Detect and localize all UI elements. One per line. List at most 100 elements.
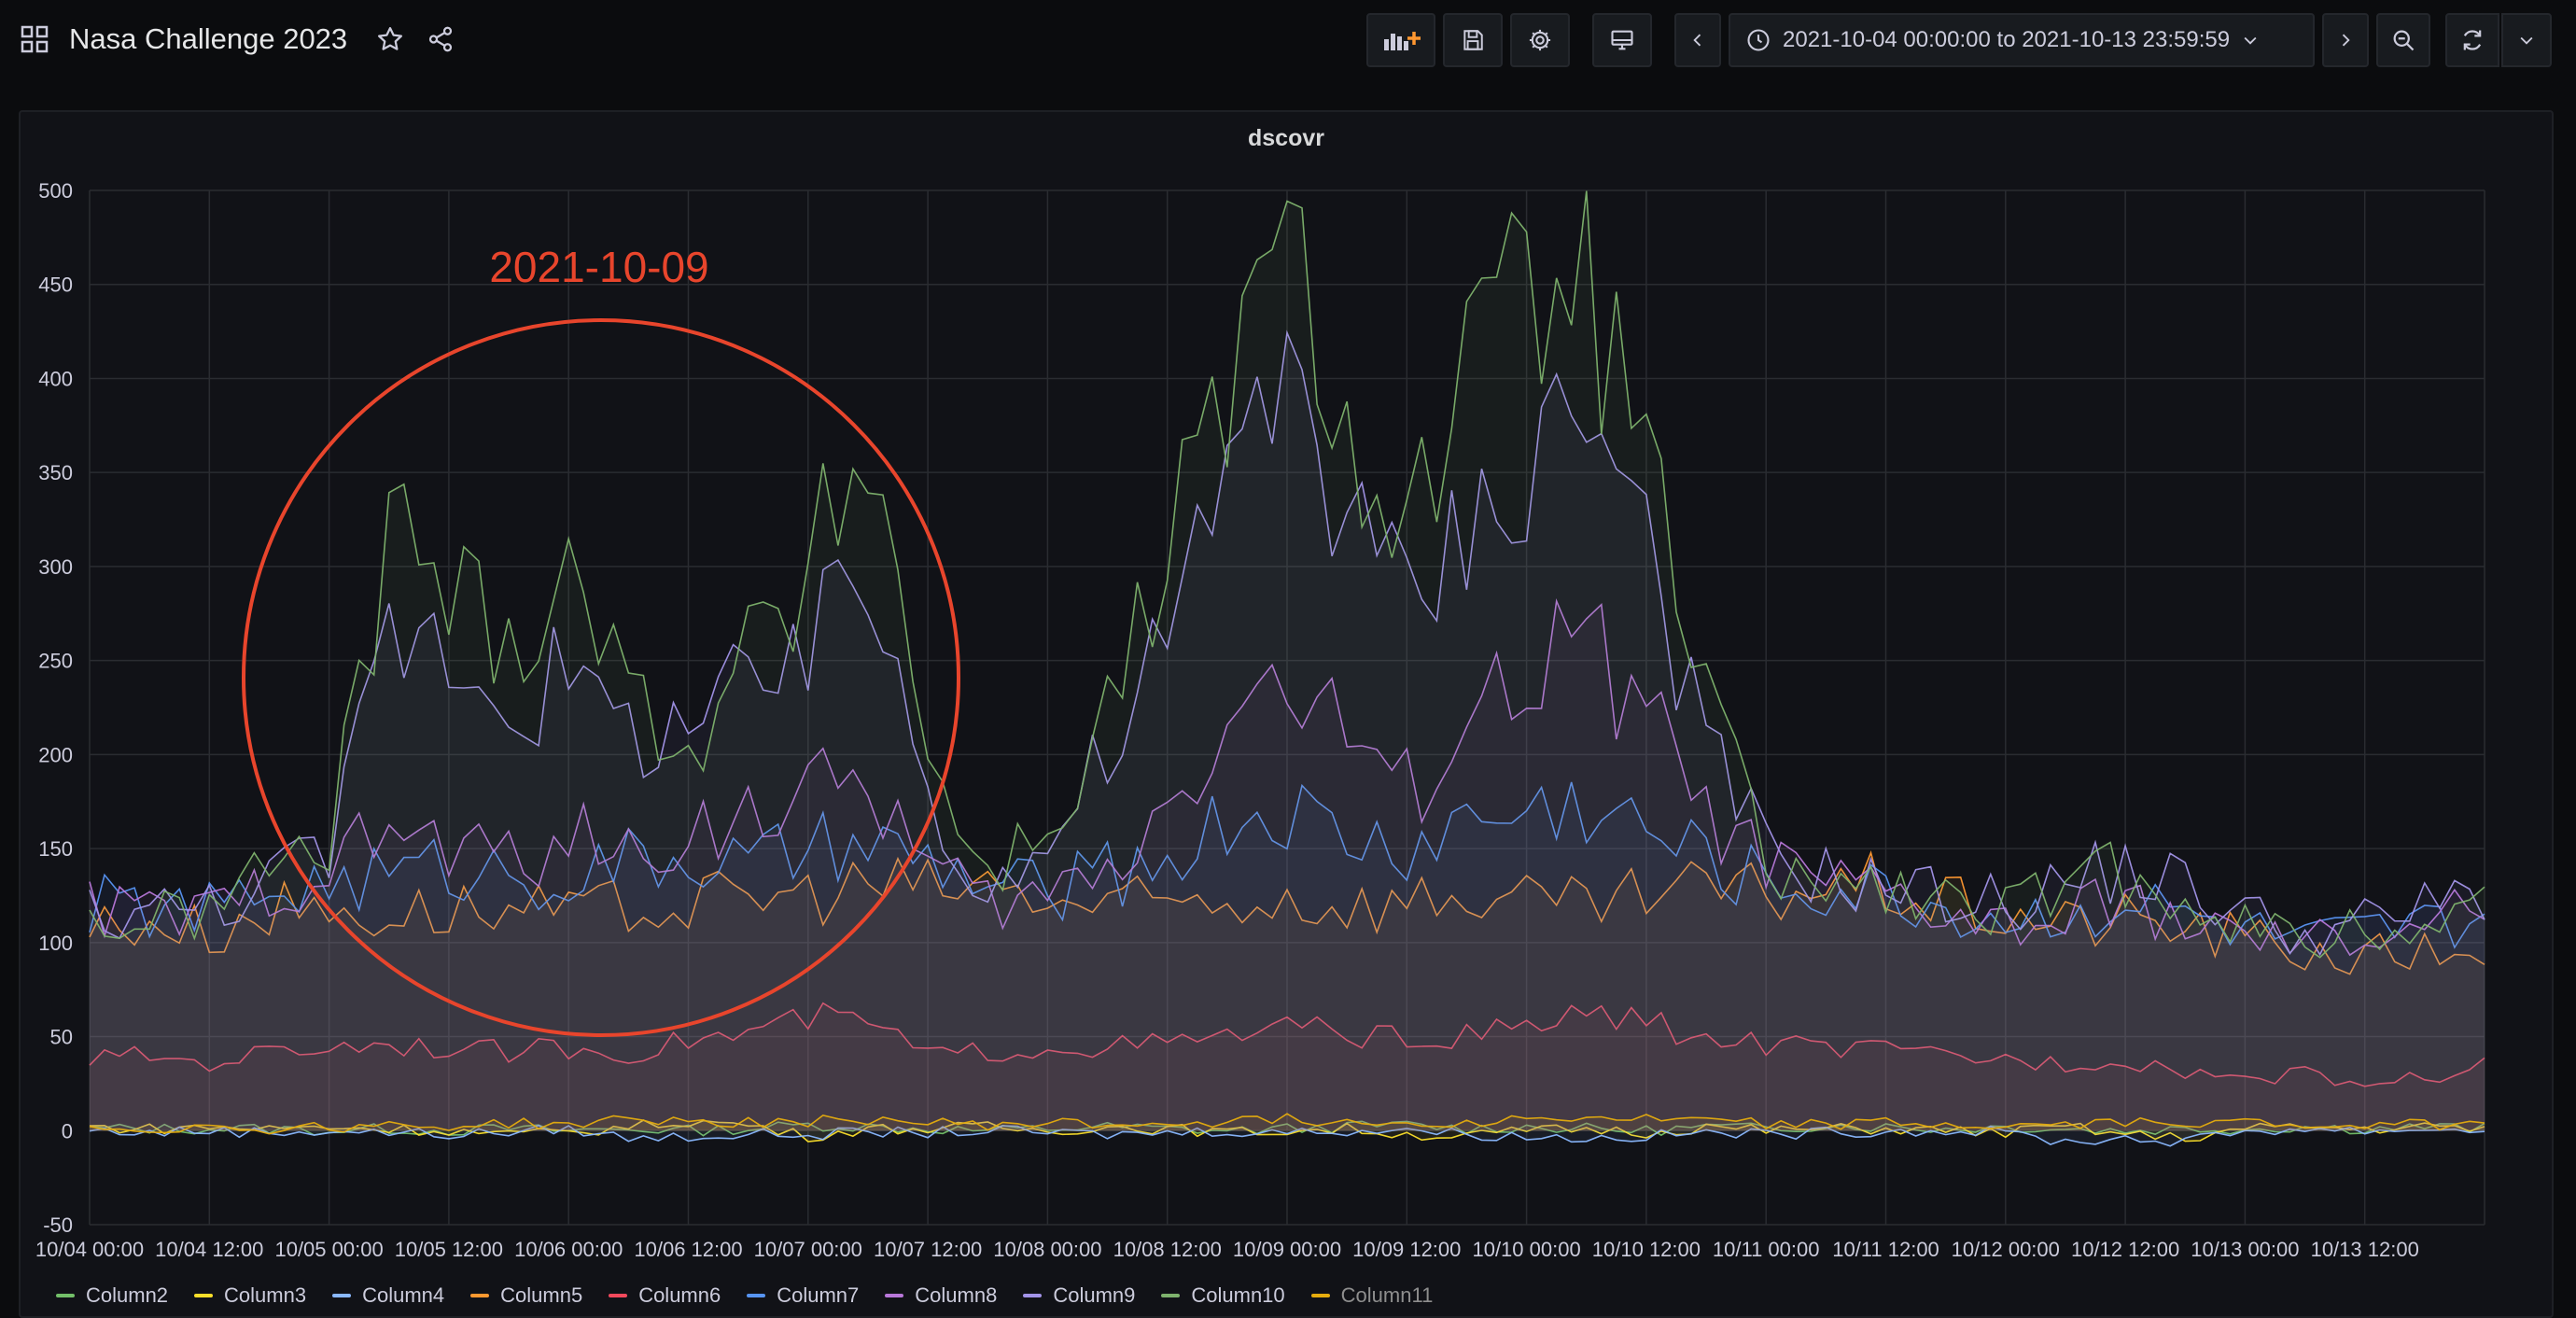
time-range-picker[interactable]: 2021-10-04 00:00:00 to 2021-10-13 23:59:… [1729,13,2315,67]
x-tick-label: 10/10 00:00 [1472,1238,1580,1261]
y-tick-label: 450 [38,273,73,297]
legend-label: Column2 [86,1283,169,1307]
y-tick-label: 200 [38,743,73,766]
x-tick-label: 10/12 12:00 [2071,1238,2179,1261]
legend-item-column3[interactable]: Column3 [194,1283,306,1308]
grid-icon[interactable] [21,25,49,53]
legend-label: Column4 [362,1283,445,1307]
series-line-column9 [89,330,2485,957]
title-group: Nasa Challenge 2023 [21,21,474,58]
clock-icon [1745,27,1771,53]
x-tick-label: 10/04 12:00 [155,1238,263,1261]
y-tick-label: 250 [38,650,73,673]
legend-swatch [332,1294,352,1297]
legend-item-column8[interactable]: Column8 [885,1283,997,1308]
save-dashboard-button[interactable] [1443,13,1503,67]
legend-item-column11[interactable]: Column11 [1310,1283,1434,1308]
legend-swatch [747,1294,766,1297]
legend-item-column6[interactable]: Column6 [609,1283,721,1308]
refresh-interval-dropdown[interactable] [2501,13,2552,67]
chevron-down-icon [2241,31,2260,49]
chevron-left-icon [1688,31,1707,49]
legend-label: Column8 [915,1283,998,1307]
y-tick-label: 500 [38,179,73,203]
y-tick-label: 100 [38,932,73,955]
time-forward-button[interactable] [2322,13,2369,67]
save-icon [1461,28,1485,52]
panel-title[interactable]: dscovr [1248,125,1324,151]
legend-item-column4[interactable]: Column4 [332,1283,444,1308]
series-line-column8 [89,598,2485,957]
y-tick-label: 350 [38,461,73,484]
legend-swatch [885,1294,904,1297]
legend-item-column9[interactable]: Column9 [1023,1283,1135,1308]
series-line-column4 [89,1124,2485,1147]
chevron-right-icon [2336,31,2355,49]
series-area-column9 [90,332,2485,1131]
x-tick-label: 10/08 00:00 [993,1238,1101,1261]
legend-swatch [609,1294,628,1297]
chart-legend: Column2 Column3 Column4 Column5 Column6 Colum… [56,1279,1459,1312]
legend-swatch [1161,1294,1181,1297]
y-tick-label: 0 [62,1119,73,1143]
timeseries-chart[interactable]: -50 0 50 100 150 200 250 300 350 400 450 500 10/04 0… [21,112,2555,1279]
legend-item-column2[interactable]: Column2 [56,1283,168,1308]
legend-label: Column5 [500,1283,583,1307]
legend-label: Column6 [638,1283,721,1307]
y-tick-label: -50 [43,1213,73,1237]
x-tick-label: 10/06 12:00 [634,1238,742,1261]
series-area-column2 [90,1121,2485,1136]
annotation-circle [242,318,960,1037]
zoom-out-button[interactable] [2376,13,2430,67]
x-tick-label: 10/05 12:00 [395,1238,503,1261]
x-tick-label: 10/07 12:00 [874,1238,982,1261]
legend-label: Column11 [1340,1283,1434,1307]
x-tick-label: 10/11 12:00 [1832,1238,1939,1261]
series-area-column7 [90,782,2485,1131]
series-area-column3 [90,1120,2485,1142]
share-icon[interactable] [424,22,457,56]
legend-label: Column3 [224,1283,307,1307]
series-line-column11 [89,1113,2485,1135]
add-panel-button[interactable] [1366,13,1435,67]
series-area-column6 [90,1003,2485,1131]
legend-swatch [1310,1294,1330,1297]
refresh-button[interactable] [2445,13,2499,67]
legend-label: Column10 [1191,1283,1285,1307]
x-tick-label: 10/10 12:00 [1592,1238,1701,1261]
dashboard-title[interactable]: Nasa Challenge 2023 [69,22,348,55]
refresh-icon [2459,27,2485,53]
series-area-column11 [90,1114,2485,1134]
legend-label: Column7 [777,1283,860,1307]
monitor-icon [1609,27,1635,53]
x-tick-label: 10/04 00:00 [35,1238,144,1261]
y-tick-label: 50 [50,1026,73,1049]
series-line-column5 [89,850,2485,975]
zoom-out-icon [2390,27,2416,53]
x-tick-label: 10/06 00:00 [514,1238,623,1261]
series-line-column2 [89,1120,2485,1137]
x-tick-label: 10/08 12:00 [1113,1238,1222,1261]
chevron-down-icon [2517,31,2536,49]
annotation-label: 2021-10-09 [489,243,708,291]
y-tick-label: 400 [38,367,73,390]
legend-swatch [56,1294,75,1297]
chart-panel: dscovr -50 0 50 100 150 200 250 300 350 400 450 500… [19,110,2554,1318]
legend-item-column7[interactable]: Column7 [747,1283,859,1308]
x-tick-label: 10/12 00:00 [1952,1238,2060,1261]
gear-icon [1527,27,1553,53]
time-back-button[interactable] [1674,13,1721,67]
series-area-column8 [90,601,2485,1131]
x-tick-label: 10/13 00:00 [2191,1238,2299,1261]
cycle-view-button[interactable] [1592,13,1652,67]
star-icon[interactable] [373,22,407,56]
settings-button[interactable] [1510,13,1570,67]
series-line-column6 [89,1002,2485,1087]
series-line-column7 [89,781,2485,949]
series-line-column10 [89,190,2485,959]
x-tick-label: 10/13 12:00 [2311,1238,2419,1261]
legend-item-column10[interactable]: Column10 [1161,1283,1285,1308]
y-tick-label: 300 [38,555,73,579]
legend-item-column5[interactable]: Column5 [470,1283,582,1308]
x-tick-label: 10/07 00:00 [754,1238,862,1261]
